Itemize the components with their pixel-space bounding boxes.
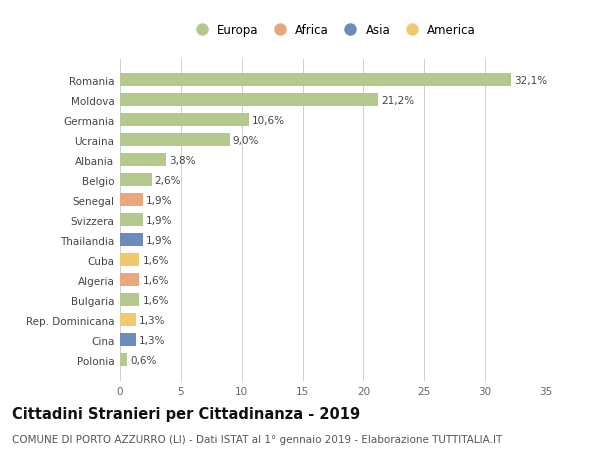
Text: 1,6%: 1,6% [143, 275, 169, 285]
Text: 0,6%: 0,6% [130, 355, 157, 365]
Legend: Europa, Africa, Asia, America: Europa, Africa, Asia, America [190, 24, 476, 37]
Bar [120, 114, 249, 127]
Text: 1,9%: 1,9% [146, 215, 173, 225]
Bar [120, 254, 139, 267]
Text: 32,1%: 32,1% [514, 76, 547, 86]
Bar [120, 294, 139, 307]
Bar [120, 274, 139, 286]
Text: 3,8%: 3,8% [169, 156, 196, 166]
Text: 1,6%: 1,6% [143, 295, 169, 305]
Text: 2,6%: 2,6% [155, 175, 181, 185]
Bar [120, 334, 136, 347]
Text: 1,9%: 1,9% [146, 196, 173, 205]
Text: 9,0%: 9,0% [233, 135, 259, 146]
Bar [120, 134, 230, 147]
Bar [120, 234, 143, 247]
Text: Cittadini Stranieri per Cittadinanza - 2019: Cittadini Stranieri per Cittadinanza - 2… [12, 406, 360, 421]
Bar [120, 353, 127, 366]
Bar [120, 194, 143, 207]
Text: 1,3%: 1,3% [139, 315, 166, 325]
Text: 1,9%: 1,9% [146, 235, 173, 245]
Bar [120, 174, 152, 187]
Bar [120, 74, 511, 87]
Text: COMUNE DI PORTO AZZURRO (LI) - Dati ISTAT al 1° gennaio 2019 - Elaborazione TUTT: COMUNE DI PORTO AZZURRO (LI) - Dati ISTA… [12, 434, 502, 444]
Bar [120, 154, 166, 167]
Bar [120, 94, 378, 107]
Text: 21,2%: 21,2% [381, 96, 414, 106]
Text: 1,3%: 1,3% [139, 335, 166, 345]
Bar [120, 313, 136, 326]
Text: 10,6%: 10,6% [252, 116, 285, 126]
Text: 1,6%: 1,6% [143, 255, 169, 265]
Bar [120, 214, 143, 227]
